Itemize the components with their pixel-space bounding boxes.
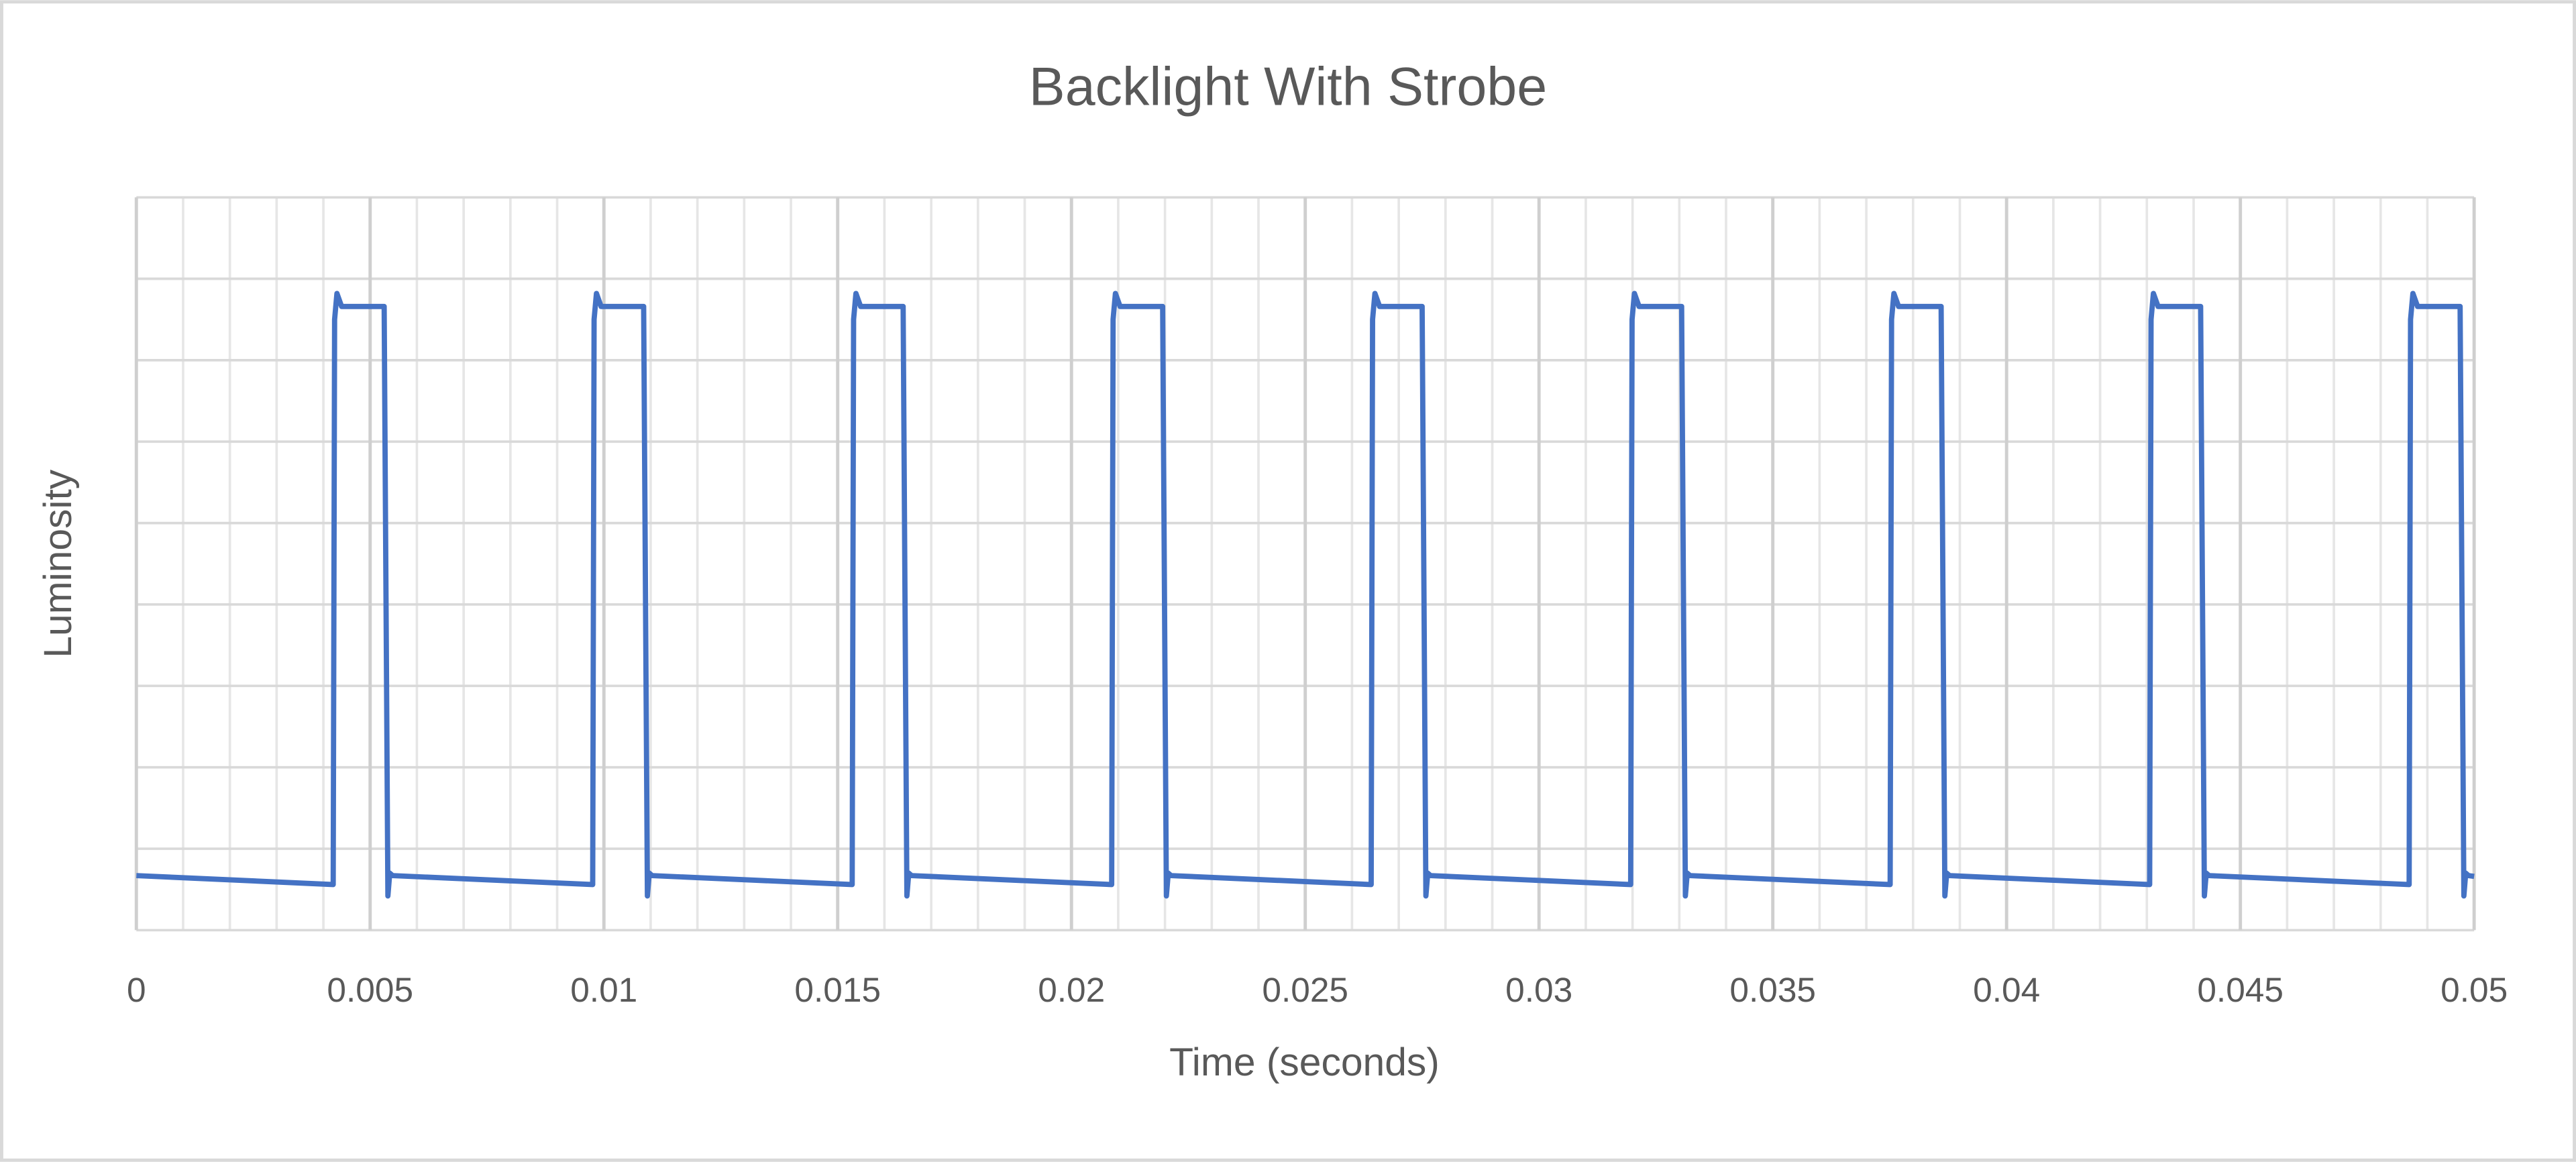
y-axis-label: Luminosity xyxy=(36,469,80,658)
data-line xyxy=(136,290,2475,899)
chart-title: Backlight With Strobe xyxy=(1029,56,1547,117)
x-tick-label: 0.035 xyxy=(1729,970,1816,1009)
grid: 0 0.005 0.01 0.015 0.02 0.025 0.03 0.035 0.04 0.0… xyxy=(127,196,2508,1009)
x-tick-label: 0.03 xyxy=(1505,970,1572,1009)
x-tick-label: 0.005 xyxy=(327,970,413,1009)
x-tick-label: 0.015 xyxy=(794,970,881,1009)
x-tick-label: 0.04 xyxy=(1973,970,2040,1009)
x-tick-label: 0.05 xyxy=(2440,970,2508,1009)
x-tick-label: 0.01 xyxy=(570,970,637,1009)
x-axis-label: Time (seconds) xyxy=(1169,1041,1440,1084)
x-tick-label: 0.02 xyxy=(1038,970,1105,1009)
plot-area xyxy=(136,290,2475,899)
x-tick-label: 0.025 xyxy=(1262,970,1348,1009)
x-tick-label: 0 xyxy=(127,970,146,1009)
x-tick-label: 0.045 xyxy=(2197,970,2284,1009)
